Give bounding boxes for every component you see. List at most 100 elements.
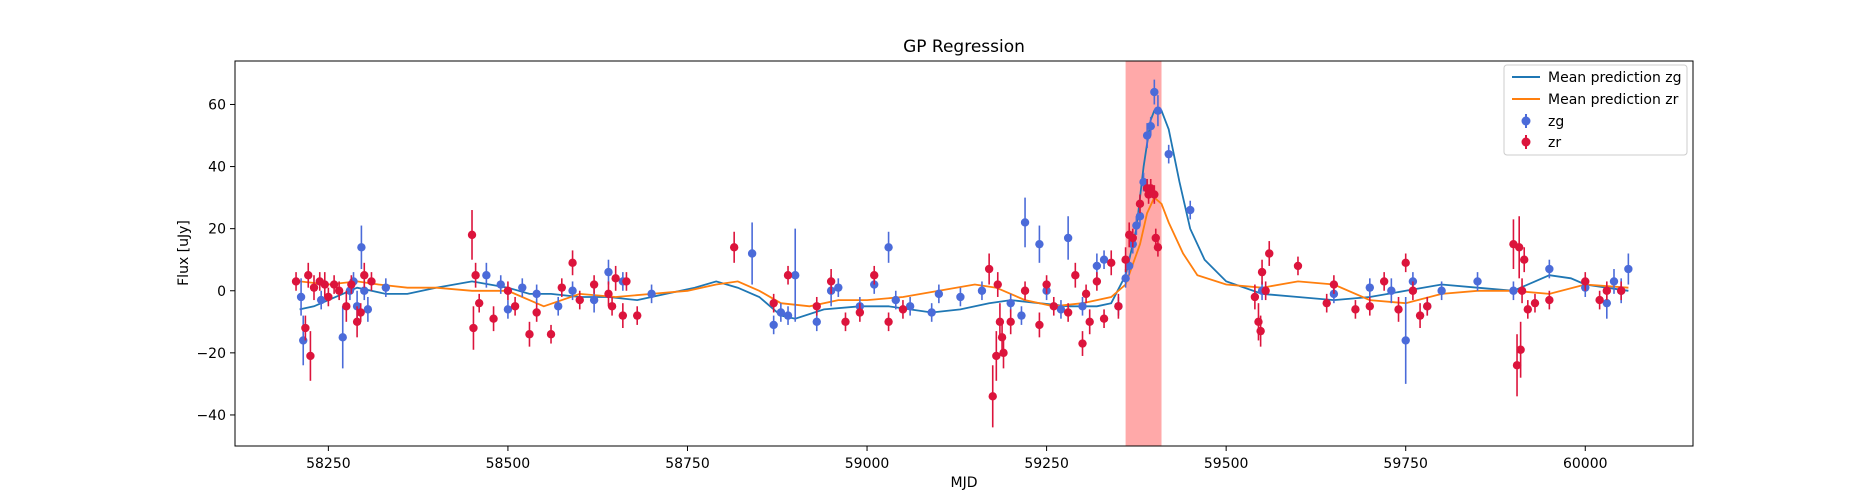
point-zg	[1121, 274, 1130, 283]
point-zr	[1379, 277, 1389, 286]
legend-box	[1503, 64, 1688, 156]
point-zr	[1150, 190, 1159, 199]
point-zg	[791, 271, 800, 280]
x-axis-ticks: 58250 58500 58750 59000 59250 59500 59750 60000	[306, 446, 1608, 472]
point-zr	[324, 292, 333, 302]
point-zg	[532, 289, 541, 299]
point-zr	[510, 302, 520, 311]
point-zr	[1256, 326, 1265, 336]
point-zg	[381, 283, 391, 292]
point-zr	[884, 317, 893, 327]
point-zr	[309, 283, 319, 292]
point-zg	[1142, 131, 1152, 140]
point-zr	[1329, 280, 1339, 289]
x-tick-label: 59500	[1204, 456, 1249, 472]
chart-title: GP Regression	[903, 37, 1025, 57]
point-zr	[320, 280, 329, 289]
point-zg	[1387, 286, 1396, 295]
point-zr	[1401, 258, 1410, 268]
point-zr	[489, 314, 498, 323]
point-zg	[1035, 239, 1044, 249]
point-zr	[1523, 305, 1533, 314]
data-points	[291, 79, 1633, 428]
point-zr	[1581, 277, 1590, 286]
point-zr	[1042, 280, 1051, 289]
point-zr	[1520, 255, 1529, 264]
point-zr	[984, 264, 994, 274]
point-zr	[898, 305, 908, 314]
point-zr	[503, 286, 513, 295]
y-axis-ticks: −40 −20 0 20 40 60	[196, 97, 235, 424]
point-zr	[1616, 286, 1626, 295]
legend-label-zr: zr	[1548, 135, 1561, 151]
point-zg	[1020, 218, 1030, 227]
point-zr	[1049, 302, 1058, 311]
point-zr	[329, 280, 339, 289]
x-tick-label: 59250	[1024, 456, 1069, 472]
point-zr	[301, 323, 310, 333]
point-zg	[776, 308, 786, 317]
point-zr	[855, 308, 865, 317]
point-zr	[1114, 302, 1123, 311]
y-tick-label: −20	[196, 346, 226, 362]
point-zr	[467, 230, 477, 240]
point-zg	[905, 302, 915, 311]
point-zr	[999, 348, 1008, 358]
point-zr	[568, 258, 577, 268]
point-zg	[352, 302, 362, 311]
y-tick-label: 40	[208, 160, 226, 176]
point-zg	[1153, 106, 1163, 115]
point-zr	[993, 280, 1002, 289]
point-zg	[1132, 221, 1141, 230]
point-zr	[1085, 317, 1094, 327]
point-zg	[647, 289, 656, 299]
point-zr	[356, 308, 365, 317]
point-zr	[352, 317, 362, 327]
highlight-layer	[1125, 61, 1162, 446]
point-zr	[1394, 305, 1403, 314]
point-zr	[633, 311, 642, 320]
point-zg	[1473, 277, 1482, 286]
point-zr	[1602, 286, 1612, 295]
legend-label-mean-zr: Mean prediction zr	[1548, 92, 1679, 108]
point-zr	[1415, 311, 1425, 320]
point-zg	[604, 267, 613, 277]
point-zg	[1146, 122, 1155, 131]
point-zr	[769, 298, 778, 308]
point-zr	[1293, 261, 1303, 271]
point-zr	[342, 302, 351, 311]
point-zr	[1322, 298, 1331, 308]
point-zr	[1006, 317, 1015, 327]
point-zr	[826, 277, 836, 286]
point-zg	[927, 308, 936, 317]
point-zr	[1063, 308, 1073, 317]
point-zg	[1509, 286, 1518, 295]
point-zr	[1099, 314, 1109, 323]
series-zr	[291, 178, 1626, 428]
point-zr	[1078, 339, 1087, 348]
y-axis-label: Flux [uJy]	[176, 220, 192, 286]
point-zr	[1153, 243, 1163, 252]
point-zg	[568, 286, 577, 295]
point-zg	[357, 243, 366, 252]
point-zr	[1092, 277, 1102, 286]
point-zr	[812, 302, 821, 311]
point-zr	[607, 302, 617, 311]
point-zg	[1124, 261, 1134, 271]
point-zr	[360, 271, 369, 280]
point-zg	[783, 311, 793, 320]
point-zg	[834, 283, 843, 292]
point-zr	[1512, 361, 1522, 370]
point-zg	[503, 305, 513, 314]
point-zr	[557, 283, 566, 292]
point-zg	[891, 295, 900, 305]
point-zg	[956, 292, 965, 302]
point-zr	[471, 271, 480, 280]
point-zg	[589, 295, 599, 305]
point-zr	[1514, 243, 1524, 252]
point-zr	[367, 277, 376, 286]
point-zg	[1006, 298, 1015, 308]
x-tick-label: 58250	[306, 456, 351, 472]
point-zg	[934, 289, 944, 299]
